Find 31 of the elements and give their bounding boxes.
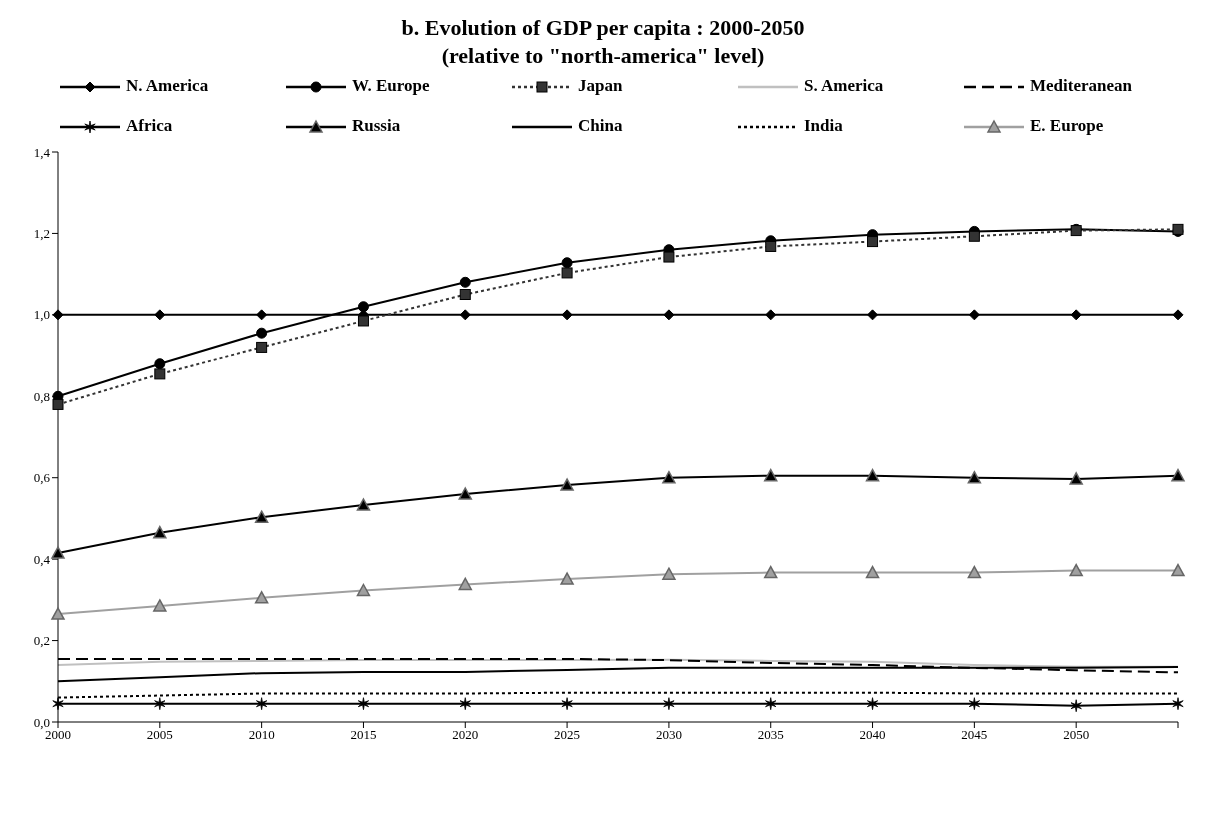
y-tick-label: 0,8	[33, 388, 50, 404]
y-tick-label: 0,2	[33, 633, 50, 649]
y-tick-label: 1,0	[33, 307, 50, 323]
y-tick-label: 1,2	[33, 226, 50, 242]
x-tick-label: 2025	[554, 727, 581, 743]
y-tick-label: 0,6	[33, 470, 51, 486]
x-tick-label: 2005	[146, 727, 173, 743]
legend-label: Japan	[577, 76, 624, 96]
legend-label: Russia	[351, 116, 402, 136]
x-tick-label: 2030	[655, 727, 682, 743]
legend-label: Mediteranean	[1029, 76, 1133, 96]
x-tick-label: 2015	[350, 727, 377, 743]
legend-label: E. Europe	[1029, 116, 1105, 136]
y-tick-label: 0,0	[33, 714, 50, 730]
x-tick-label: 2035	[757, 727, 784, 743]
x-tick-label: 2000	[45, 727, 71, 743]
legend-label: China	[577, 116, 624, 136]
legend-label: N. America	[125, 76, 210, 96]
legend-label: W. Europe	[351, 76, 431, 96]
y-tick-label: 1,4	[33, 144, 51, 160]
x-tick-label: 2050	[1063, 727, 1090, 743]
chart-subtitle: (relative to "north-america" level)	[440, 42, 766, 70]
x-tick-label: 2045	[961, 727, 988, 743]
legend-label: Africa	[125, 116, 174, 136]
x-tick-label: 2020	[452, 727, 479, 743]
x-tick-label: 2010	[248, 727, 275, 743]
legend-label: S. America	[803, 76, 885, 96]
chart-title: b. Evolution of GDP per capita : 2000-2050	[400, 14, 806, 42]
y-tick-label: 0,4	[33, 551, 51, 567]
legend-label: India	[803, 116, 844, 136]
x-tick-label: 2040	[859, 727, 886, 743]
